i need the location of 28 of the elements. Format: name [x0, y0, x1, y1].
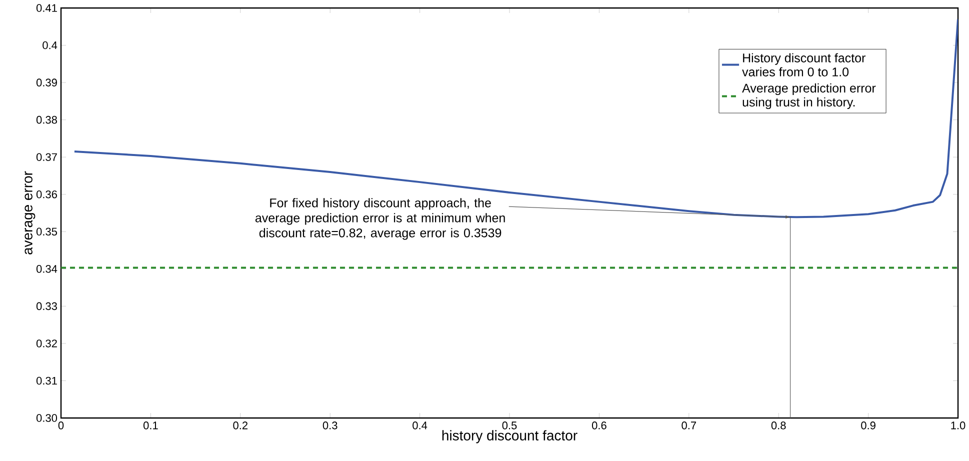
legend-label: History discount factor varies from 0 to 1.0: [742, 53, 866, 76]
y-tick-label: 0.30: [36, 414, 58, 422]
y-tick-label: 0.4: [42, 41, 58, 50]
y-axis-title: average error: [24, 171, 36, 254]
x-tick-label: 0.7: [682, 422, 696, 430]
y-tick-label: 0.39: [36, 78, 57, 86]
x-tick-label: 0.2: [233, 422, 248, 430]
x-tick-label: 0.8: [771, 422, 786, 430]
x-tick-label: 0.4: [412, 422, 428, 430]
y-tick-label: 0.31: [36, 376, 57, 385]
x-tick-label: 0.6: [592, 422, 606, 430]
y-tick-label: 0.33: [36, 302, 57, 310]
x-tick-label: 0.3: [322, 422, 338, 430]
x-tick-label: 0.1: [143, 422, 158, 430]
y-tick-label: 0.37: [36, 153, 57, 161]
x-tick-label: 0.5: [502, 422, 517, 430]
x-tick-label: 0.9: [861, 422, 876, 430]
x-tick-label: 0: [58, 422, 64, 430]
y-tick-label: 0.34: [36, 265, 58, 273]
y-tick-label: 0.36: [36, 190, 57, 198]
y-tick-label: 0.38: [36, 116, 57, 124]
y-tick-label: 0.32: [36, 340, 57, 348]
annotation: For fixed history discount approach, the average prediction error is at minimum when discount rate=0.82, average error is 0.3539: [255, 198, 505, 240]
legend-label: Average prediction error using trust in history.: [742, 83, 876, 110]
x-tick-label: 1.0: [951, 422, 966, 430]
x-axis-title: history discount factor: [442, 430, 578, 444]
y-tick-label: 0.35: [36, 228, 57, 236]
y-tick-label: 0.41: [36, 4, 57, 12]
